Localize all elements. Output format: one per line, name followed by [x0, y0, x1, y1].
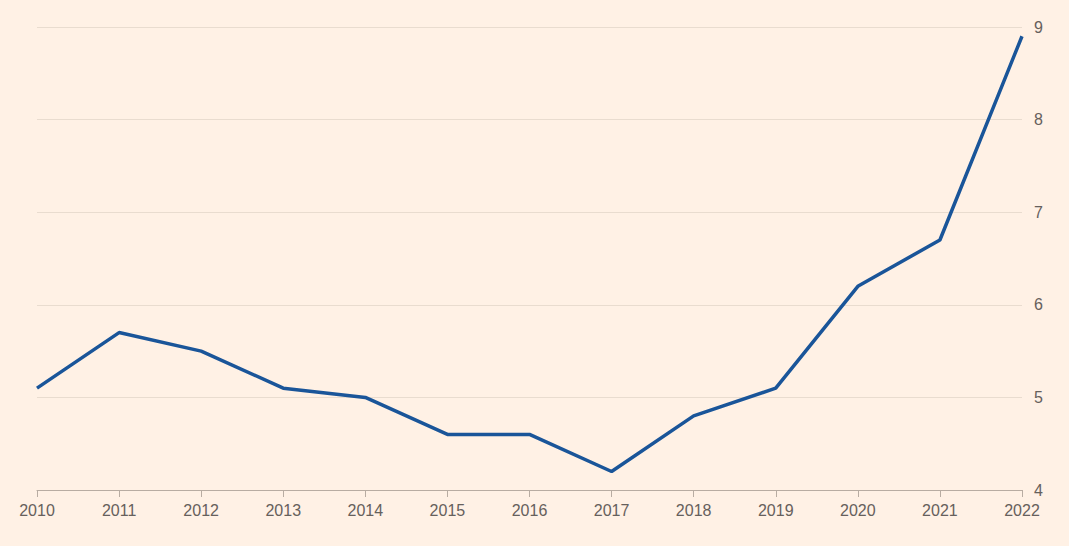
svg-text:2010: 2010: [19, 502, 55, 519]
svg-text:2017: 2017: [594, 502, 630, 519]
svg-text:2015: 2015: [430, 502, 466, 519]
svg-text:2014: 2014: [348, 502, 384, 519]
svg-text:6: 6: [1034, 296, 1043, 313]
svg-text:2011: 2011: [102, 502, 137, 519]
svg-text:5: 5: [1034, 389, 1043, 406]
svg-text:4: 4: [1034, 482, 1043, 499]
svg-text:2021: 2021: [922, 502, 958, 519]
svg-text:8: 8: [1034, 111, 1043, 128]
svg-text:2013: 2013: [265, 502, 301, 519]
svg-text:9: 9: [1034, 19, 1043, 36]
svg-text:2022: 2022: [1004, 502, 1040, 519]
svg-text:2020: 2020: [840, 502, 876, 519]
svg-text:2018: 2018: [676, 502, 712, 519]
svg-text:2012: 2012: [183, 502, 219, 519]
svg-text:2016: 2016: [512, 502, 548, 519]
svg-text:2019: 2019: [758, 502, 794, 519]
svg-text:7: 7: [1034, 204, 1043, 221]
